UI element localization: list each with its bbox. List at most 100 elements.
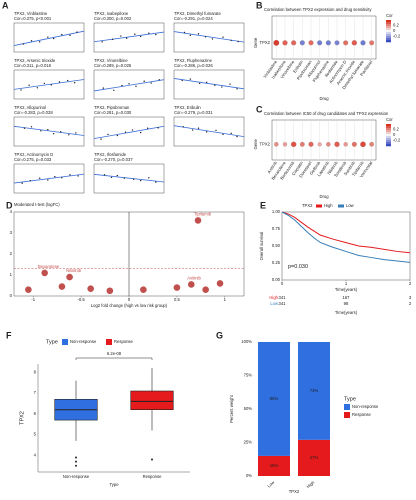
bar-segment bbox=[258, 342, 290, 456]
colorbar-cell bbox=[386, 132, 391, 135]
legend-title: Type bbox=[344, 396, 356, 402]
point bbox=[215, 129, 217, 132]
point bbox=[52, 37, 55, 40]
colorbar-cell bbox=[386, 38, 391, 41]
plot-title: TPX2, Dimethyl fumarate bbox=[174, 11, 221, 16]
bar-segment bbox=[258, 455, 290, 476]
x-axis-title: Time(years) bbox=[335, 287, 358, 292]
y-tick-label: 5 bbox=[34, 432, 37, 437]
point bbox=[29, 179, 32, 182]
regression-line bbox=[93, 31, 165, 43]
point bbox=[101, 41, 103, 43]
point bbox=[75, 132, 77, 134]
point bbox=[135, 85, 137, 88]
x-tick-label: -0.5 bbox=[77, 297, 85, 302]
plot-title: Moderated t-test (logFC) bbox=[14, 202, 60, 207]
colorbar-cell bbox=[386, 130, 391, 133]
regression-line bbox=[173, 125, 245, 137]
point bbox=[100, 138, 102, 140]
colorbar-cell bbox=[386, 128, 391, 131]
point bbox=[197, 33, 200, 35]
y-tick-label: 0 bbox=[10, 293, 13, 298]
y-axis-title: Overall survival bbox=[259, 232, 264, 261]
colorbar-cell bbox=[386, 136, 391, 139]
p-value: p=0.030 bbox=[288, 264, 308, 270]
point bbox=[73, 81, 76, 84]
y-axis-title: Gene bbox=[253, 37, 258, 48]
colorbar-cell bbox=[386, 40, 391, 43]
dot bbox=[334, 141, 340, 147]
plot-stats: Cor=0.375, p<0.001 bbox=[14, 16, 52, 21]
risk-count: 2 bbox=[409, 301, 412, 306]
y-tick-label: 1 bbox=[10, 272, 13, 277]
point bbox=[66, 79, 69, 82]
plot-title: TPX2, Actinomycin D bbox=[14, 152, 53, 157]
legend-swatch bbox=[106, 339, 112, 345]
colorbar-cell bbox=[386, 30, 391, 33]
plot-frame bbox=[173, 69, 245, 100]
point bbox=[236, 135, 238, 138]
point bbox=[36, 87, 39, 89]
point bbox=[187, 281, 195, 288]
outlier bbox=[75, 464, 77, 467]
point bbox=[47, 179, 49, 181]
legend-swatch bbox=[338, 204, 344, 208]
survival-curve bbox=[281, 211, 411, 254]
plot-stats: Cor=0.275, p=0.033 bbox=[14, 157, 52, 162]
x-tick-label: Non-response bbox=[63, 474, 90, 479]
point bbox=[87, 285, 94, 292]
point bbox=[194, 217, 202, 224]
colorbar-label: -0.2 bbox=[393, 34, 401, 39]
point bbox=[50, 84, 53, 86]
point-label: Bexarotene bbox=[38, 264, 60, 269]
point-label: Nilotinib bbox=[66, 268, 82, 273]
plot-stats: Cor=-0.291, p=0.024 bbox=[174, 16, 213, 21]
point bbox=[102, 87, 105, 89]
plot-frame bbox=[271, 15, 377, 60]
point bbox=[131, 129, 134, 131]
legend-swatch bbox=[344, 412, 350, 418]
point bbox=[222, 36, 224, 38]
dot bbox=[343, 40, 349, 46]
legend-swatch bbox=[316, 204, 322, 208]
plot-stats: Cor=0.289, p=0.025 bbox=[94, 63, 132, 68]
point bbox=[157, 127, 159, 129]
colorbar-label: -0.2 bbox=[393, 138, 401, 143]
dot bbox=[360, 141, 366, 148]
regression-line bbox=[13, 79, 85, 90]
legend-title: TPX2 bbox=[302, 203, 313, 208]
point bbox=[54, 175, 56, 178]
point bbox=[183, 31, 186, 34]
plot-frame bbox=[13, 163, 85, 194]
panel-label: F bbox=[6, 330, 12, 340]
panel-label: B bbox=[256, 0, 263, 10]
plot-title: TPX2, Arsenic trioxide bbox=[14, 58, 56, 63]
plot-frame bbox=[13, 69, 85, 100]
point bbox=[128, 83, 130, 85]
y-tick-label: 0.00 bbox=[272, 277, 281, 282]
point bbox=[211, 38, 214, 40]
plot-stats: Cor=-0.270, p=0.037 bbox=[94, 157, 133, 162]
dot bbox=[369, 141, 375, 147]
legend-label: High bbox=[324, 203, 333, 208]
point bbox=[181, 79, 183, 82]
point bbox=[41, 269, 48, 277]
plot-frame bbox=[13, 116, 85, 147]
colorbar-cell bbox=[386, 20, 391, 23]
point bbox=[76, 31, 78, 33]
dot bbox=[369, 40, 375, 46]
risk-count: 3 bbox=[409, 295, 412, 300]
dot bbox=[282, 142, 288, 147]
plot-frame bbox=[93, 116, 165, 147]
value-label: 85% bbox=[270, 396, 279, 401]
point bbox=[69, 174, 71, 176]
point bbox=[30, 40, 33, 42]
regression-line bbox=[173, 31, 245, 43]
point bbox=[111, 38, 114, 41]
y-tick-label: 0.75 bbox=[272, 226, 281, 231]
colorbar-cell bbox=[386, 32, 391, 35]
plot-title: TPX2, Allopurinol bbox=[14, 105, 46, 110]
point bbox=[121, 84, 123, 87]
point bbox=[158, 79, 161, 81]
